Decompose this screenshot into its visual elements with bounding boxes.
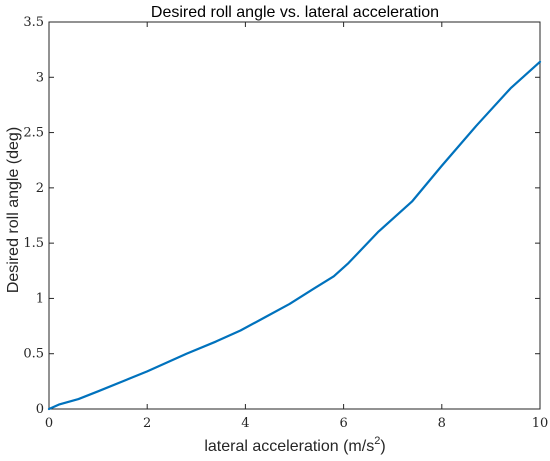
x-axis-label: lateral acceleration (m/s2) xyxy=(204,435,385,455)
plot-area: 0 2 4 6 8 10 0 0.5 1 1.5 2 2.5 3 3.5 xyxy=(23,15,548,431)
y-tick-label: 1 xyxy=(36,291,44,306)
y-tick-label: 1.5 xyxy=(23,236,44,251)
x-tick-label: 4 xyxy=(241,416,249,431)
y-tick-label: 3.5 xyxy=(23,15,44,30)
series-line-0 xyxy=(47,60,542,411)
x-tick-label: 2 xyxy=(143,416,151,431)
y-tick-label: 2.5 xyxy=(23,126,44,141)
y-tick-label: 3 xyxy=(36,70,44,85)
x-tick-label: 0 xyxy=(45,416,53,431)
y-tick-label: 0.5 xyxy=(23,347,44,362)
x-tick-label: 6 xyxy=(339,416,347,431)
y-tick-label: 2 xyxy=(36,181,44,196)
x-tick-label: 10 xyxy=(532,416,549,431)
y-axis-ticks: 0 0.5 1 1.5 2 2.5 3 3.5 xyxy=(23,15,540,417)
y-axis-label: Desired roll angle (deg) xyxy=(5,127,22,293)
x-tick-label: 8 xyxy=(438,416,446,431)
series-layer xyxy=(47,60,542,411)
plot-box xyxy=(48,21,541,410)
y-tick-label: 0 xyxy=(36,402,44,417)
x-axis-label-suffix: ) xyxy=(380,438,385,455)
x-axis-ticks: 0 2 4 6 8 10 xyxy=(45,22,548,431)
x-axis-label-superscript: 2 xyxy=(374,435,380,447)
x-axis-label-main: lateral acceleration (m/s xyxy=(204,438,374,455)
chart-title: Desired roll angle vs. lateral accelerat… xyxy=(151,4,439,21)
